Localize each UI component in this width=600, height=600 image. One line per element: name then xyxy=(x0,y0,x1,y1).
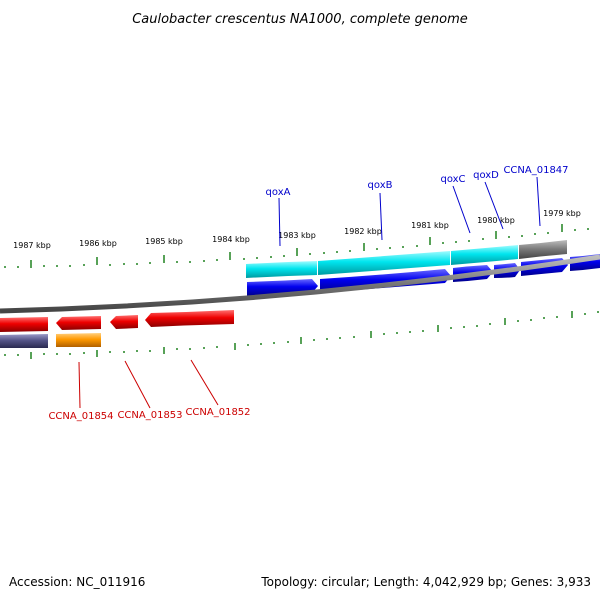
genome-backbone xyxy=(0,254,600,314)
gene-label[interactable]: CCNA_01852 xyxy=(185,407,250,418)
cog-feature[interactable] xyxy=(519,240,567,259)
gene-label[interactable]: qoxC xyxy=(440,174,465,185)
cog-feature[interactable] xyxy=(451,245,518,265)
scale-label: 1981 kbp xyxy=(411,221,449,230)
gene-label[interactable]: CCNA_01854 xyxy=(48,411,113,422)
genome-stats: Topology: circular; Length: 4,042,929 bp… xyxy=(260,575,591,589)
accession-label: Accession: NC_011916 xyxy=(9,575,145,589)
scale-label: 1985 kbp xyxy=(145,237,183,246)
cog-feature[interactable] xyxy=(56,333,101,347)
cog-feature[interactable] xyxy=(0,334,48,348)
gene-label[interactable]: CCNA_01847 xyxy=(503,165,568,176)
gene-arrow-CCNA_01852[interactable] xyxy=(145,310,234,327)
scale-label: 1987 kbp xyxy=(13,241,51,250)
gene-label[interactable]: qoxA xyxy=(266,187,291,198)
top-leaders xyxy=(278,176,541,247)
outer-tick-ring xyxy=(4,224,589,268)
top-gene-labels: qoxA qoxB qoxC qoxD CCNA_01847 xyxy=(266,165,569,198)
cog-feature[interactable] xyxy=(318,251,450,275)
gene-label[interactable]: qoxB xyxy=(368,180,393,191)
gene-arrow-CCNA_01853[interactable] xyxy=(110,315,138,329)
inner-tick-ring xyxy=(4,311,599,359)
gene-arrow-CCNA_01854[interactable] xyxy=(56,316,101,330)
gene-arrow-left-edge[interactable] xyxy=(0,317,48,332)
scale-label: 1982 kbp xyxy=(344,227,382,236)
scale-label: 1984 kbp xyxy=(212,235,250,244)
scale-labels: 1987 kbp 1986 kbp 1985 kbp 1984 kbp 1983… xyxy=(13,209,581,250)
bottom-cog-track xyxy=(0,333,101,348)
bottom-gene-labels: CCNA_01854 CCNA_01853 CCNA_01852 xyxy=(48,407,250,422)
scale-label: 1979 kbp xyxy=(543,209,581,218)
cog-feature[interactable] xyxy=(246,261,317,278)
scale-label: 1980 kbp xyxy=(477,216,515,225)
top-cog-track xyxy=(246,240,567,278)
gene-label[interactable]: qoxD xyxy=(473,170,499,181)
scale-label: 1986 kbp xyxy=(79,239,117,248)
reverse-cds-track xyxy=(0,310,234,332)
map-title: Caulobacter crescentus NA1000, complete … xyxy=(132,12,468,27)
bottom-leaders xyxy=(78,359,219,409)
gene-label[interactable]: CCNA_01853 xyxy=(117,410,182,421)
scale-label: 1983 kbp xyxy=(278,231,316,240)
